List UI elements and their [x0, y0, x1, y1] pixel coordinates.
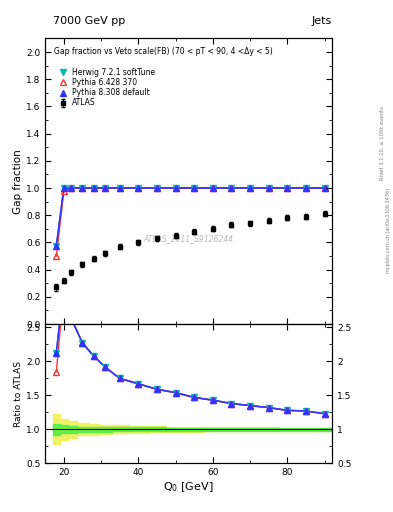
Herwig 7.2.1 softTune — [91, 185, 96, 191]
Legend: Herwig 7.2.1 softTune, Pythia 6.428 370, Pythia 8.308 default, ATLAS: Herwig 7.2.1 softTune, Pythia 6.428 370,… — [58, 68, 155, 108]
Line: Pythia 8.308 default: Pythia 8.308 default — [53, 185, 327, 249]
Pythia 6.428 370 — [118, 185, 122, 191]
Herwig 7.2.1 softTune — [61, 185, 66, 191]
Herwig 7.2.1 softTune — [54, 243, 59, 249]
Pythia 6.428 370 — [136, 185, 141, 191]
Pythia 8.308 default — [322, 185, 327, 191]
Herwig 7.2.1 softTune — [211, 185, 215, 191]
Herwig 7.2.1 softTune — [103, 185, 107, 191]
Pythia 6.428 370 — [69, 185, 73, 191]
Text: Jets: Jets — [312, 15, 332, 26]
Text: 7000 GeV pp: 7000 GeV pp — [53, 15, 125, 26]
Herwig 7.2.1 softTune — [136, 185, 141, 191]
X-axis label: Q$_0$ [GeV]: Q$_0$ [GeV] — [163, 480, 214, 494]
Pythia 6.428 370 — [103, 185, 107, 191]
Pythia 8.308 default — [192, 185, 196, 191]
Pythia 6.428 370 — [211, 185, 215, 191]
Pythia 8.308 default — [80, 185, 85, 191]
Line: Herwig 7.2.1 softTune: Herwig 7.2.1 softTune — [53, 185, 327, 249]
Herwig 7.2.1 softTune — [304, 185, 309, 191]
Herwig 7.2.1 softTune — [173, 185, 178, 191]
Pythia 6.428 370 — [80, 185, 85, 191]
Pythia 8.308 default — [285, 185, 290, 191]
Herwig 7.2.1 softTune — [118, 185, 122, 191]
Pythia 6.428 370 — [229, 185, 234, 191]
Herwig 7.2.1 softTune — [248, 185, 252, 191]
Pythia 6.428 370 — [54, 253, 59, 259]
Pythia 8.308 default — [91, 185, 96, 191]
Text: Gap fraction vs Veto scale(FB) (70 < pT < 90, 4 <Δy < 5): Gap fraction vs Veto scale(FB) (70 < pT … — [54, 47, 273, 56]
Pythia 6.428 370 — [61, 188, 66, 195]
Herwig 7.2.1 softTune — [285, 185, 290, 191]
Pythia 6.428 370 — [173, 185, 178, 191]
Text: Rivet 3.1.10, ≥ 100k events: Rivet 3.1.10, ≥ 100k events — [380, 106, 384, 180]
Herwig 7.2.1 softTune — [69, 185, 73, 191]
Y-axis label: Ratio to ATLAS: Ratio to ATLAS — [14, 360, 23, 426]
Herwig 7.2.1 softTune — [229, 185, 234, 191]
Pythia 8.308 default — [61, 185, 66, 191]
Pythia 8.308 default — [211, 185, 215, 191]
Pythia 8.308 default — [154, 185, 159, 191]
Text: ATLAS_2011_S9126244: ATLAS_2011_S9126244 — [143, 234, 234, 243]
Pythia 8.308 default — [136, 185, 141, 191]
Herwig 7.2.1 softTune — [192, 185, 196, 191]
Pythia 8.308 default — [248, 185, 252, 191]
Herwig 7.2.1 softTune — [80, 185, 85, 191]
Pythia 8.308 default — [69, 185, 73, 191]
Pythia 6.428 370 — [248, 185, 252, 191]
Herwig 7.2.1 softTune — [322, 185, 327, 191]
Line: Pythia 6.428 370: Pythia 6.428 370 — [53, 185, 327, 259]
Pythia 8.308 default — [304, 185, 309, 191]
Pythia 8.308 default — [266, 185, 271, 191]
Pythia 8.308 default — [103, 185, 107, 191]
Pythia 6.428 370 — [91, 185, 96, 191]
Pythia 6.428 370 — [322, 185, 327, 191]
Pythia 8.308 default — [54, 243, 59, 249]
Pythia 8.308 default — [173, 185, 178, 191]
Pythia 6.428 370 — [285, 185, 290, 191]
Pythia 6.428 370 — [266, 185, 271, 191]
Pythia 6.428 370 — [304, 185, 309, 191]
Pythia 8.308 default — [229, 185, 234, 191]
Pythia 8.308 default — [118, 185, 122, 191]
Text: mcplots.cern.ch [arXiv:1306.3436]: mcplots.cern.ch [arXiv:1306.3436] — [386, 188, 391, 273]
Herwig 7.2.1 softTune — [266, 185, 271, 191]
Pythia 6.428 370 — [154, 185, 159, 191]
Y-axis label: Gap fraction: Gap fraction — [13, 149, 23, 214]
Pythia 6.428 370 — [192, 185, 196, 191]
Herwig 7.2.1 softTune — [154, 185, 159, 191]
